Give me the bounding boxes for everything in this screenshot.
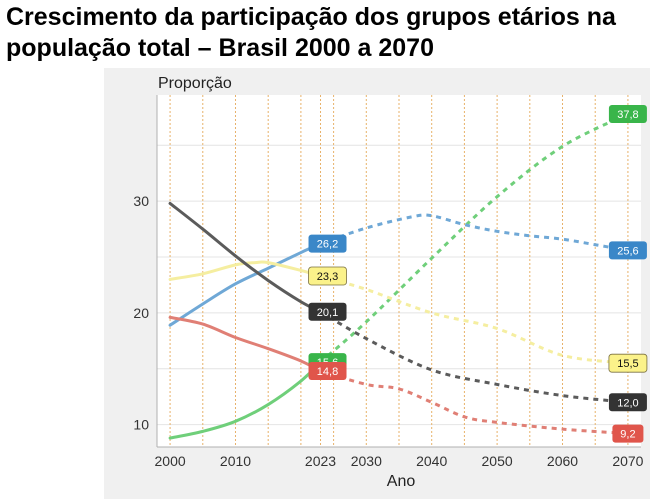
series-2-label-2023: 23,3 xyxy=(308,266,347,286)
series-3-observed-line xyxy=(168,201,323,314)
x-tick-label: 2000 xyxy=(155,453,186,469)
series-3-label-2070-text: 12,0 xyxy=(617,397,638,409)
series-2-label-2023-text: 23,3 xyxy=(317,271,338,283)
series-3-projected-line xyxy=(319,310,629,404)
series-4-observed-line xyxy=(168,315,323,373)
series-2-label-2070: 15,5 xyxy=(608,353,648,373)
series-4-label-2070-text: 9,2 xyxy=(620,429,635,441)
series-1-observed-line xyxy=(168,242,323,327)
y-tick-label: 10 xyxy=(133,417,149,433)
series-1-label-2023-box xyxy=(308,234,347,253)
series-0-observed-line xyxy=(168,360,323,440)
x-tick-label: 2010 xyxy=(220,453,251,469)
series-4-projected-line xyxy=(320,369,629,436)
series-1-projected-line xyxy=(320,213,629,252)
series-0-label-2070-box xyxy=(608,104,647,123)
y-tick-label: 20 xyxy=(133,305,149,321)
x-tick-label: 2040 xyxy=(416,453,447,469)
series-3-label-2070: 12,0 xyxy=(608,393,647,412)
series-1-label-2023: 26,2 xyxy=(308,234,347,253)
series-1-label-2070: 25,6 xyxy=(608,241,647,260)
series-4-label-2023-box xyxy=(308,362,347,381)
series-4-label-2070-box xyxy=(612,424,644,443)
series-1-label-2070-text: 25,6 xyxy=(617,245,638,257)
x-tick-label: 2070 xyxy=(612,453,643,469)
series-2-label-2070-box xyxy=(608,353,648,373)
series-2-label-2070-text: 15,5 xyxy=(617,358,638,370)
x-tick-label: 2050 xyxy=(482,453,513,469)
series-4-label-2023: 14,8 xyxy=(308,362,347,381)
chart-title: Crescimento da participação dos grupos e… xyxy=(6,3,616,62)
series-2-label-2023-box xyxy=(308,266,347,286)
series-1-label-2070-box xyxy=(608,241,647,260)
series-3-label-2023: 20,1 xyxy=(308,302,347,321)
series-0-label-2070-text: 37,8 xyxy=(617,109,638,121)
series-0-label-2070: 37,8 xyxy=(608,104,647,123)
series-3-label-2023-box xyxy=(308,302,347,321)
y-tick-label: 30 xyxy=(133,193,149,209)
x-tick-label: 2030 xyxy=(351,453,382,469)
series-1-label-2023-text: 26,2 xyxy=(317,239,338,251)
series-4-label-2070: 9,2 xyxy=(612,424,644,443)
series-2-projected-line xyxy=(320,274,629,365)
series-3-label-2070-box xyxy=(608,393,647,412)
series-3-label-2023-text: 20,1 xyxy=(317,307,338,319)
x-axis-title: Ano xyxy=(387,473,416,490)
y-axis-title: Proporção xyxy=(158,75,232,92)
series-0-projected-line xyxy=(319,112,629,364)
x-tick-label: 2023 xyxy=(305,453,336,469)
series-4-label-2023-text: 14,8 xyxy=(317,366,338,378)
series-2-observed-line xyxy=(168,260,323,281)
x-tick-label: 2060 xyxy=(547,453,578,469)
